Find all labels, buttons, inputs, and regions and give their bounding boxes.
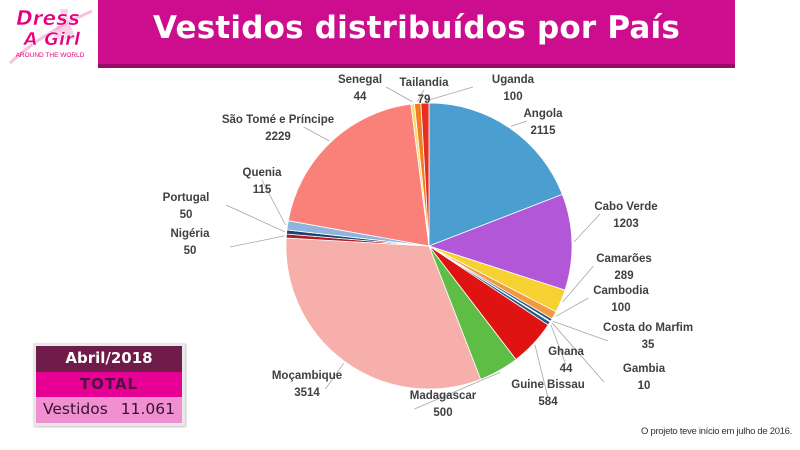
leader-costa-do-marfim — [552, 320, 609, 342]
label-senegal: Senegal — [338, 74, 382, 86]
logo-tagline: AROUND THE WORLD — [16, 52, 85, 59]
leader-quenia — [261, 179, 286, 226]
leader-lines — [225, 86, 609, 410]
label-camaroes: Camarões — [596, 253, 652, 265]
leader-uganda — [424, 86, 474, 102]
value-cabo-verde: 1203 — [613, 218, 639, 230]
value-portugal: 50 — [180, 209, 193, 221]
leader-cabo-verde — [573, 213, 601, 243]
slice-uganda — [420, 102, 430, 247]
value-tailandia: 79 — [418, 94, 431, 106]
value-angola: 2115 — [531, 125, 557, 137]
label-angola: Angola — [524, 108, 564, 120]
title-banner: Vestidos distribuídos por País — [98, 0, 735, 68]
label-madagascar: Madagascar — [410, 390, 477, 402]
leader-cambodia — [555, 297, 589, 317]
leader-senegal — [386, 86, 413, 103]
value-uganda: 100 — [503, 91, 522, 103]
logo-line2: A Girl — [22, 29, 81, 50]
page-title: Vestidos distribuídos por País — [152, 10, 681, 46]
value-ghana: 44 — [560, 363, 573, 375]
label-cabo-verde: Cabo Verde — [594, 201, 657, 213]
value-costa-do-marfim: 35 — [642, 339, 655, 351]
leader-angola — [510, 120, 528, 127]
slice-cabo-verde — [427, 193, 573, 291]
leader-guine-bissau — [534, 344, 549, 399]
logo-line1: Dress — [16, 6, 80, 30]
value-mocambique: 3514 — [294, 387, 320, 399]
label-cambodia: Cambodia — [593, 285, 649, 297]
leader-sao-tome-e-principe — [303, 126, 330, 142]
value-sao-tome-e-principe: 2229 — [265, 131, 291, 143]
totals-date: Abril/2018 — [36, 346, 182, 372]
leader-mocambique — [325, 363, 345, 390]
label-nigeria: Nigéria — [171, 228, 211, 240]
totals-box: Abril/2018 TOTAL Vestidos 11.061 — [33, 343, 185, 426]
slice-sao-tome-e-principe — [287, 103, 430, 247]
label-portugal: Portugal — [163, 192, 210, 204]
leader-nigeria — [229, 235, 285, 248]
value-guine-bissau: 584 — [538, 396, 558, 408]
slice-labels: Angola 2115 Cabo Verde 1203 Camarões 289 Cambo… — [163, 74, 693, 419]
value-gambia: 10 — [638, 380, 651, 392]
value-senegal: 44 — [354, 91, 367, 103]
logo-swirl — [8, 9, 93, 65]
label-uganda: Uganda — [492, 74, 535, 86]
footnote: O projeto teve início em julho de 2016. — [641, 426, 792, 437]
leader-madagascar — [414, 372, 501, 410]
value-quenia: 115 — [253, 184, 272, 196]
value-camaroes: 289 — [614, 270, 633, 282]
value-cambodia: 100 — [611, 302, 630, 314]
totals-heading: TOTAL — [36, 371, 182, 398]
label-tailandia: Tailandia — [400, 77, 450, 89]
label-gambia: Gambia — [623, 363, 666, 375]
leader-ghana — [550, 324, 567, 366]
slice-angola — [428, 102, 563, 247]
pie-slices — [285, 102, 573, 390]
leader-portugal — [225, 204, 285, 233]
dress-a-girl-logo: Dress A Girl AROUND THE WORLD — [8, 6, 93, 65]
leader-gambia — [551, 322, 605, 383]
totals-value: 11.061 — [120, 400, 175, 419]
label-costa-do-marfim: Costa do Marfim — [603, 322, 693, 334]
totals-label: Vestidos — [43, 400, 108, 419]
totals-value-row: Vestidos 11.061 — [36, 397, 182, 423]
label-quenia: Quenia — [243, 167, 283, 179]
leader-camaroes — [562, 265, 594, 303]
leader-tailandia — [417, 89, 425, 102]
slice-mocambique — [285, 237, 482, 390]
label-ghana: Ghana — [548, 346, 584, 358]
label-mocambique: Moçambique — [272, 370, 342, 382]
value-madagascar: 500 — [433, 407, 452, 419]
value-nigeria: 50 — [184, 245, 197, 257]
label-guine-bissau: Guine Bissau — [511, 379, 585, 391]
label-sao-tome-e-principe: São Tomé e Príncipe — [222, 114, 334, 126]
